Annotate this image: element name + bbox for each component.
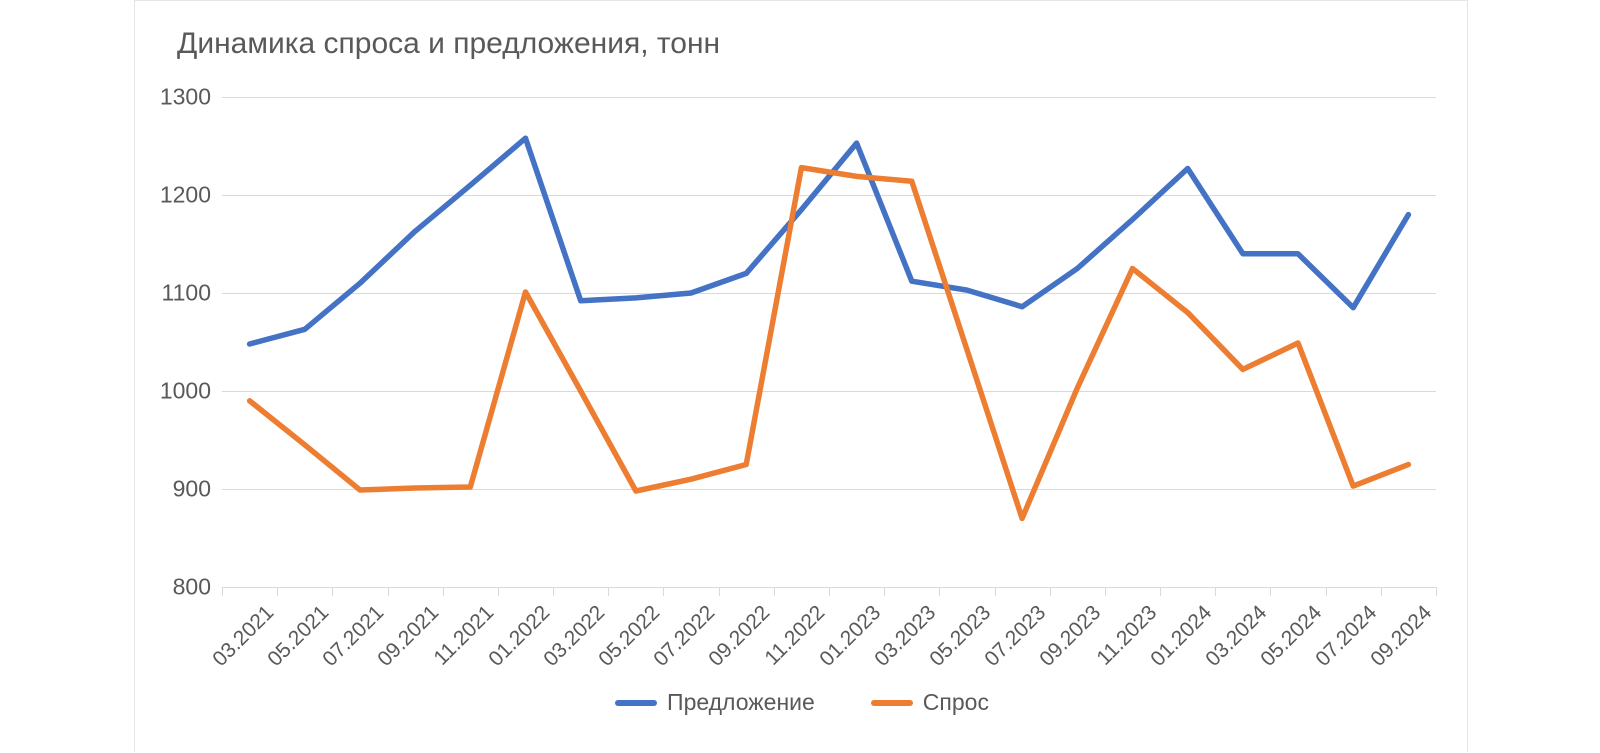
x-tick <box>553 587 555 596</box>
x-tick <box>939 587 941 596</box>
series-line <box>246 164 1412 522</box>
legend-label: Предложение <box>667 689 815 715</box>
x-tick <box>1380 587 1382 596</box>
x-tick <box>608 587 610 596</box>
x-tick <box>773 587 775 596</box>
x-tick <box>332 587 334 596</box>
y-tick-label: 1100 <box>161 279 211 306</box>
x-tick-label: 03.2024 <box>1201 601 1272 671</box>
legend-swatch-icon <box>870 699 913 706</box>
x-tick-label: 09.2021 <box>373 601 444 671</box>
x-tick-label: 01.2022 <box>483 601 554 671</box>
x-tick-label: 09.2022 <box>704 601 775 671</box>
x-tick-label: 09.2024 <box>1366 601 1437 671</box>
gridline <box>222 489 1436 490</box>
chart-title: Динамика спроса и предложения, тонн <box>177 27 721 60</box>
x-tick <box>222 587 223 596</box>
x-tick-label: 05.2024 <box>1256 601 1327 671</box>
gridline <box>222 293 1436 294</box>
x-tick <box>277 587 279 596</box>
x-tick <box>1104 587 1106 596</box>
gridline <box>222 195 1436 196</box>
legend-item[interactable]: Спрос <box>870 689 989 716</box>
x-tick <box>994 587 996 596</box>
y-tick-label: 1300 <box>159 83 211 110</box>
x-tick <box>497 587 499 596</box>
x-tick <box>387 587 389 596</box>
legend-swatch-icon <box>615 699 658 706</box>
plot-area: 800 900 1000 1100 1200 1300 03.2021 05.2021 07.… <box>135 1 1469 753</box>
series-line <box>246 135 1412 347</box>
x-tick <box>1436 587 1437 596</box>
x-tick-label: 01.2023 <box>814 601 885 671</box>
y-tick-label: 1000 <box>159 377 211 404</box>
x-tick <box>718 587 720 596</box>
y-tick-label: 900 <box>172 475 211 502</box>
legend-label: Спрос <box>922 689 989 715</box>
x-tick <box>1325 587 1327 596</box>
x-tick-label: 07.2022 <box>649 601 720 671</box>
gridline <box>222 97 1436 98</box>
x-tick <box>829 587 830 596</box>
x-tick <box>442 587 444 596</box>
x-tick-label: 07.2023 <box>980 601 1051 671</box>
chart-frame: Динамика спроса и предложения, тонн 800 9… <box>134 0 1468 752</box>
x-tick <box>663 587 665 596</box>
x-tick-label: 09.2023 <box>1035 601 1106 671</box>
x-tick-label: 07.2021 <box>318 601 389 671</box>
x-tick-label: 05.2021 <box>263 601 334 671</box>
x-tick-label: 05.2022 <box>594 601 665 671</box>
y-tick-label: 1200 <box>159 181 211 208</box>
x-tick-label: 03.2023 <box>870 601 941 671</box>
x-tick <box>1049 587 1051 596</box>
x-tick-label: 03.2021 <box>207 601 278 671</box>
gridline <box>222 391 1436 392</box>
x-tick-label: 05.2023 <box>925 601 996 671</box>
x-tick <box>1160 587 1162 596</box>
y-tick-label: 800 <box>172 573 211 600</box>
x-tick <box>1270 587 1272 596</box>
x-tick-label: 07.2024 <box>1311 601 1382 671</box>
chart-legend: Предложение Спрос <box>135 689 1469 716</box>
legend-item[interactable]: Предложение <box>615 689 815 716</box>
x-tick <box>1215 587 1217 596</box>
x-tick <box>884 587 886 596</box>
